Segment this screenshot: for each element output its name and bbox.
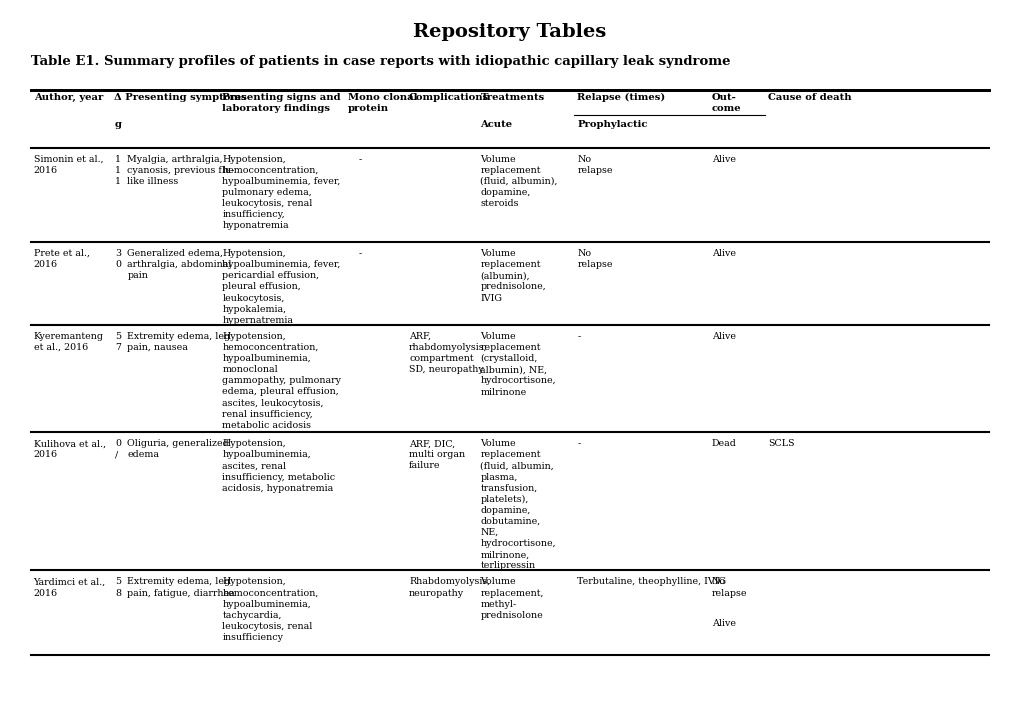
Text: Repository Tables: Repository Tables — [413, 23, 606, 41]
Text: Alive: Alive — [711, 249, 736, 258]
Text: Hypotension,
hypoalbuminemia, fever,
pericardial effusion,
pleural effusion,
leu: Hypotension, hypoalbuminemia, fever, per… — [222, 249, 340, 325]
Text: Complications: Complications — [409, 93, 489, 102]
Text: Alive: Alive — [711, 155, 736, 163]
Text: Hypotension,
hypoalbuminemia,
ascites, renal
insufficiency, metabolic
acidosis, : Hypotension, hypoalbuminemia, ascites, r… — [222, 439, 335, 492]
Text: Dead: Dead — [711, 439, 736, 448]
Text: Extremity edema, leg
pain, nausea: Extremity edema, leg pain, nausea — [127, 332, 230, 352]
Text: Simonin et al.,
2016: Simonin et al., 2016 — [34, 155, 103, 175]
Text: Terbutaline, theophylline, IVIG: Terbutaline, theophylline, IVIG — [577, 577, 726, 586]
Text: 1
1
1: 1 1 1 — [115, 155, 121, 186]
Text: 0
/: 0 / — [115, 439, 121, 459]
Text: Out-
come: Out- come — [711, 93, 741, 113]
Text: No
relapse: No relapse — [577, 249, 612, 269]
Text: No
relapse: No relapse — [577, 155, 612, 175]
Text: Treatments: Treatments — [480, 93, 544, 102]
Text: Hypotension,
hemoconcentration,
hypoalbuminemia,
tachycardia,
leukocytosis, rena: Hypotension, hemoconcentration, hypoalbu… — [222, 577, 318, 642]
Text: -: - — [577, 439, 580, 448]
Text: Volume
replacement
(crystalloid,
albumin), NE,
hydrocortisone,
milrinone: Volume replacement (crystalloid, albumin… — [480, 332, 555, 397]
Text: Volume
replacement
(albumin),
prednisolone,
IVIG: Volume replacement (albumin), prednisolo… — [480, 249, 545, 302]
Text: Alive: Alive — [711, 619, 736, 628]
Text: g: g — [114, 120, 121, 128]
Text: Δ Presenting symptoms: Δ Presenting symptoms — [114, 93, 247, 102]
Text: 5
7: 5 7 — [115, 332, 121, 352]
Text: SCLS: SCLS — [767, 439, 794, 448]
Text: Alive: Alive — [711, 332, 736, 341]
Text: Mono clonal
protein: Mono clonal protein — [347, 93, 417, 113]
Text: Oliguria, generalized
edema: Oliguria, generalized edema — [127, 439, 229, 459]
Text: Author, year: Author, year — [34, 93, 103, 102]
Text: 3
0: 3 0 — [115, 249, 121, 269]
Text: Hypotension,
hemoconcentration,
hypoalbuminemia, fever,
pulmonary edema,
leukocy: Hypotension, hemoconcentration, hypoalbu… — [222, 155, 340, 230]
Text: Kyeremanteng
et al., 2016: Kyeremanteng et al., 2016 — [34, 332, 104, 352]
Text: Volume
replacement
(fluid, albumin,
plasma,
transfusion,
platelets),
dopamine,
d: Volume replacement (fluid, albumin, plas… — [480, 439, 555, 570]
Text: 5
8: 5 8 — [115, 577, 121, 598]
Text: Yardimci et al.,
2016: Yardimci et al., 2016 — [34, 577, 106, 598]
Text: ARF,
rhabdomyolysis,
compartment
SD, neuropathy: ARF, rhabdomyolysis, compartment SD, neu… — [409, 332, 487, 374]
Text: Kulihova et al.,
2016: Kulihova et al., 2016 — [34, 439, 106, 459]
Text: No
relapse: No relapse — [711, 577, 747, 598]
Text: Prophylactic: Prophylactic — [577, 120, 647, 128]
Text: -: - — [358, 249, 362, 258]
Text: Myalgia, arthralgia,
cyanosis, previous flu-
like illness: Myalgia, arthralgia, cyanosis, previous … — [127, 155, 234, 186]
Text: -: - — [358, 155, 362, 163]
Text: ARF, DIC,
multi organ
failure: ARF, DIC, multi organ failure — [409, 439, 465, 470]
Text: Presenting signs and
laboratory findings: Presenting signs and laboratory findings — [222, 93, 340, 113]
Text: -: - — [577, 332, 580, 341]
Text: Prete et al.,
2016: Prete et al., 2016 — [34, 249, 90, 269]
Text: Hypotension,
hemoconcentration,
hypoalbuminemia,
monoclonal
gammopathy, pulmonar: Hypotension, hemoconcentration, hypoalbu… — [222, 332, 341, 430]
Text: Relapse (times): Relapse (times) — [577, 93, 665, 102]
Text: Extremity edema, leg
pain, fatigue, diarrhea: Extremity edema, leg pain, fatigue, diar… — [127, 577, 235, 598]
Text: Rhabdomyolysis,
neuropathy: Rhabdomyolysis, neuropathy — [409, 577, 490, 598]
Text: Volume
replacement
(fluid, albumin),
dopamine,
steroids: Volume replacement (fluid, albumin), dop… — [480, 155, 557, 208]
Text: Table E1. Summary profiles of patients in case reports with idiopathic capillary: Table E1. Summary profiles of patients i… — [31, 55, 730, 68]
Text: Generalized edema,
arthralgia, abdominal
pain: Generalized edema, arthralgia, abdominal… — [127, 249, 231, 280]
Text: Cause of death: Cause of death — [767, 93, 851, 102]
Text: Volume
replacement,
methyl-
prednisolone: Volume replacement, methyl- prednisolone — [480, 577, 543, 620]
Text: Acute: Acute — [480, 120, 512, 128]
